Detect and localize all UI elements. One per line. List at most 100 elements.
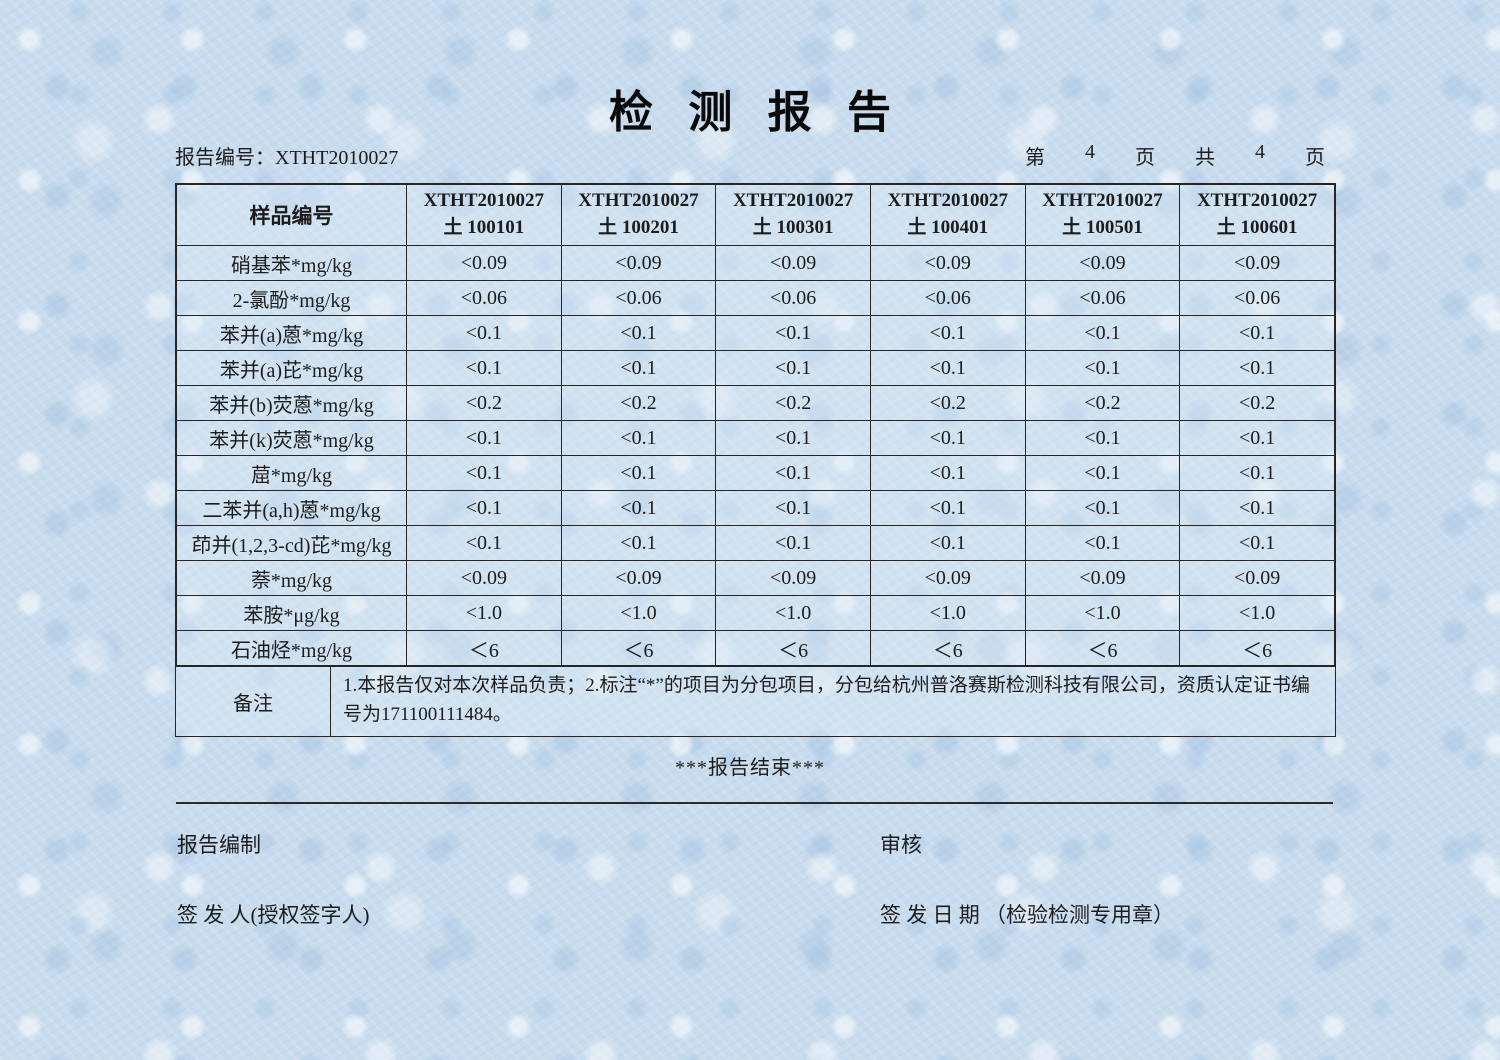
result-value-cell: <0.09 [1179, 560, 1335, 596]
parameter-label: 苯胺*μg/kg [176, 595, 407, 631]
signer-label: 签 发 人(授权签字人) [177, 903, 370, 927]
result-value-cell: <0.1 [560, 315, 717, 351]
result-value-cell: <0.1 [560, 420, 717, 456]
column-code: XTHT2010027 [1042, 190, 1163, 212]
parameter-label: 硝基苯*mg/kg [176, 245, 407, 281]
result-value-cell: <0.2 [869, 385, 1026, 421]
result-value-cell: <0.1 [1024, 490, 1181, 526]
column-code: XTHT2010027 [578, 190, 699, 212]
table-row: 苯并(k)荧蒽*mg/kg <0.1 <0.1 <0.1 <0.1 <0.1 <0.1 [176, 420, 1335, 456]
result-value-cell: <0.1 [406, 315, 562, 351]
result-value-cell: <0.06 [406, 280, 562, 316]
result-value-cell: <0.06 [715, 280, 871, 316]
page-word: 共 [1195, 147, 1215, 169]
column-sample: 土 100501 [1062, 217, 1143, 238]
result-value-cell: <0.1 [406, 490, 562, 526]
column-code: XTHT2010027 [887, 190, 1008, 212]
result-value-cell: <0.1 [1024, 350, 1181, 386]
column-sample: 土 100201 [598, 217, 679, 238]
table-row: 苯并(a)蒽*mg/kg <0.1 <0.1 <0.1 <0.1 <0.1 <0.1 [176, 315, 1335, 351]
result-value-cell: <0.1 [869, 490, 1026, 526]
result-value-cell: <0.1 [869, 420, 1026, 456]
result-value-cell: <0.1 [869, 350, 1026, 386]
column-sample: 土 100301 [752, 217, 834, 238]
report-number: 报告编号：XTHT2010027 [175, 141, 398, 170]
result-value-cell: <0.1 [1179, 525, 1335, 561]
result-value-cell: <0.1 [1024, 315, 1181, 351]
table-row: 苯并(a)芘*mg/kg <0.1 <0.1 <0.1 <0.1 <0.1 <0.1 [176, 350, 1335, 386]
result-value-cell: <1.0 [715, 595, 871, 631]
parameter-label: 苯并(a)蒽*mg/kg [176, 315, 407, 351]
result-value-cell: <0.1 [715, 455, 871, 491]
parameter-label: 茚并(1,2,3-cd)芘*mg/kg [176, 525, 407, 561]
column-sample: 土 100401 [907, 217, 989, 238]
table-body: 样品编号 XTHT2010027 土 100101 XTHT2010027 土 … [176, 184, 1335, 666]
result-value-cell: <0.2 [1179, 385, 1335, 421]
result-value-cell: <0.1 [869, 455, 1026, 491]
result-value-cell: <0.1 [715, 525, 871, 561]
result-value-cell: <0.09 [715, 245, 871, 281]
prepared-by-label: 报告编制 [177, 833, 261, 857]
result-value-cell: <0.1 [869, 525, 1026, 561]
result-value-cell: <1.0 [406, 595, 562, 631]
parameter-label: 苯并(b)荧蒽*mg/kg [176, 385, 407, 421]
table-row: 茚并(1,2,3-cd)芘*mg/kg <0.1 <0.1 <0.1 <0.1 <0.1 <… [176, 525, 1335, 561]
page-word: 页 [1135, 147, 1155, 169]
reviewed-by-label: 审核 [880, 833, 922, 857]
sample-id-corner-label: 样品编号 [176, 184, 407, 246]
result-value-cell: <0.09 [869, 560, 1026, 596]
issue-date-label: 签 发 日 期 （检验检测专用章） [880, 903, 1174, 927]
parameter-label: 石油烃*mg/kg [176, 630, 407, 666]
results-table: 样品编号 XTHT2010027 土 100101 XTHT2010027 土 … [175, 183, 1336, 737]
result-value-cell: <0.1 [715, 420, 871, 456]
result-value-cell: <0.09 [1024, 245, 1181, 281]
result-value-cell: <1.0 [1024, 595, 1181, 631]
result-value-cell: ＜6 [869, 630, 1026, 666]
parameter-label: 2-氯酚*mg/kg [176, 280, 407, 316]
result-value-cell: <0.09 [1179, 245, 1335, 281]
result-value-cell: <0.1 [1024, 525, 1181, 561]
result-value-cell: <0.1 [1179, 350, 1335, 386]
remark-text: 1.本报告仅对本次样品负责；2.标注“*”的项目为分包项目，分包给杭州普洛赛斯检… [343, 675, 1310, 725]
table-row: 䓛*mg/kg <0.1 <0.1 <0.1 <0.1 <0.1 <0.1 [176, 455, 1335, 491]
result-value-cell: <0.09 [560, 245, 717, 281]
table-row: 苯胺*μg/kg <1.0 <1.0 <1.0 <1.0 <1.0 <1.0 [176, 595, 1335, 631]
column-code: XTHT2010027 [423, 190, 544, 212]
result-value-cell: <0.2 [560, 385, 717, 421]
column-header: XTHT2010027 土 100301 [715, 184, 871, 246]
result-value-cell: ＜6 [1179, 630, 1335, 666]
result-value-cell: <0.09 [560, 560, 717, 596]
column-header: XTHT2010027 土 100101 [406, 184, 562, 246]
result-value-cell: <0.09 [715, 560, 871, 596]
result-value-cell: <0.06 [1024, 280, 1181, 316]
result-value-cell: <0.1 [1179, 455, 1335, 491]
result-value-cell: <0.06 [869, 280, 1026, 316]
table-header-row: 样品编号 XTHT2010027 土 100101 XTHT2010027 土 … [176, 184, 1335, 246]
result-value-cell: <0.09 [869, 245, 1026, 281]
result-value-cell: <1.0 [869, 595, 1026, 631]
remark-label: 备注 [176, 667, 331, 736]
result-value-cell: <0.1 [1179, 490, 1335, 526]
column-code: XTHT2010027 [1196, 190, 1318, 212]
column-sample: 土 100601 [1216, 217, 1298, 238]
report-number-label: 报告编号： [175, 147, 275, 169]
result-value-cell: <0.1 [406, 420, 562, 456]
result-value-cell: <0.1 [1179, 315, 1335, 351]
page-title: 检 测 报 告 [609, 87, 901, 138]
remark-row: 备注 1.本报告仅对本次样品负责；2.标注“*”的项目为分包项目，分包给杭州普洛… [176, 666, 1335, 736]
result-value-cell: <0.09 [406, 245, 562, 281]
results-table-grid: 样品编号 XTHT2010027 土 100101 XTHT2010027 土 … [176, 184, 1335, 666]
result-value-cell: <0.2 [715, 385, 871, 421]
result-value-cell: ＜6 [715, 630, 871, 666]
page-word: 第 [1025, 147, 1045, 169]
column-header: XTHT2010027 土 100201 [560, 184, 717, 246]
column-code: XTHT2010027 [732, 190, 854, 212]
result-value-cell: ＜6 [1024, 630, 1181, 666]
result-value-cell: <0.1 [869, 315, 1026, 351]
result-value-cell: <0.1 [406, 455, 562, 491]
table-row: 石油烃*mg/kg ＜6 ＜6 ＜6 ＜6 ＜6 ＜6 [176, 630, 1335, 666]
result-value-cell: <0.1 [715, 315, 871, 351]
result-value-cell: <0.06 [1179, 280, 1335, 316]
parameter-label: 䓛*mg/kg [176, 455, 407, 491]
result-value-cell: <0.09 [406, 560, 562, 596]
